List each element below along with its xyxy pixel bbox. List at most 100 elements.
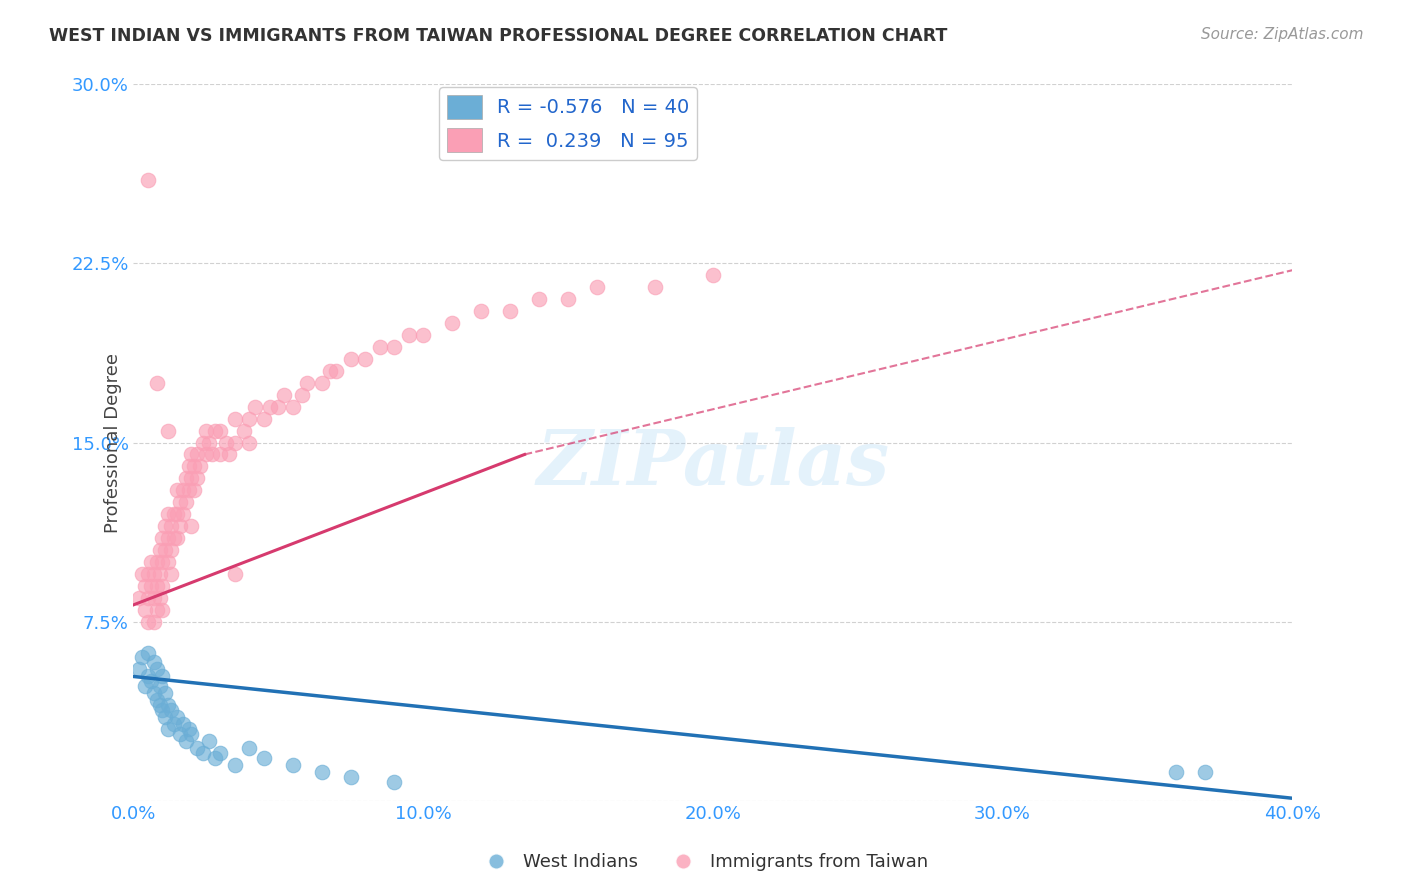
Point <box>281 400 304 414</box>
Point <box>499 304 522 318</box>
Point <box>204 750 226 764</box>
Point <box>253 411 276 425</box>
Point <box>412 328 434 343</box>
Point <box>172 483 194 498</box>
Point <box>172 717 194 731</box>
Point <box>169 727 191 741</box>
Point <box>152 602 174 616</box>
Point <box>142 591 165 605</box>
Point <box>238 741 260 756</box>
Point <box>174 471 197 485</box>
Point <box>145 376 167 390</box>
Point <box>152 555 174 569</box>
Point <box>644 280 666 294</box>
Point <box>209 447 232 461</box>
Point <box>136 669 159 683</box>
Point <box>145 602 167 616</box>
Text: ZIPatlas: ZIPatlas <box>536 427 890 501</box>
Point <box>136 646 159 660</box>
Point <box>186 471 208 485</box>
Point <box>194 447 217 461</box>
Point <box>145 662 167 676</box>
Point <box>166 507 188 521</box>
Point <box>259 400 281 414</box>
Point <box>131 650 153 665</box>
Point <box>139 555 162 569</box>
Point <box>169 495 191 509</box>
Legend: West Indians, Immigrants from Taiwan: West Indians, Immigrants from Taiwan <box>471 847 935 879</box>
Point <box>157 424 180 438</box>
Point <box>160 543 183 558</box>
Point <box>183 483 205 498</box>
Point <box>157 555 180 569</box>
Point <box>325 364 347 378</box>
Point <box>180 471 202 485</box>
Point <box>180 447 202 461</box>
Point <box>183 459 205 474</box>
Point <box>586 280 609 294</box>
Point <box>180 727 202 741</box>
Point <box>155 710 177 724</box>
Point <box>238 411 260 425</box>
Point <box>160 703 183 717</box>
Point <box>702 268 724 283</box>
Point <box>169 519 191 533</box>
Point <box>398 328 420 343</box>
Point <box>368 340 391 354</box>
Point <box>157 531 180 545</box>
Point <box>253 750 276 764</box>
Point <box>201 447 224 461</box>
Point <box>157 722 180 736</box>
Point <box>128 591 150 605</box>
Point <box>166 531 188 545</box>
Point <box>311 376 333 390</box>
Point <box>238 435 260 450</box>
Point <box>191 435 214 450</box>
Point <box>204 424 226 438</box>
Point <box>319 364 342 378</box>
Point <box>215 435 238 450</box>
Point <box>1166 764 1188 779</box>
Point <box>267 400 290 414</box>
Point <box>136 566 159 581</box>
Point <box>155 686 177 700</box>
Point <box>148 566 170 581</box>
Point <box>152 531 174 545</box>
Point <box>142 655 165 669</box>
Point <box>166 710 188 724</box>
Point <box>186 447 208 461</box>
Point <box>527 293 550 307</box>
Point <box>142 566 165 581</box>
Point <box>134 679 156 693</box>
Point <box>174 495 197 509</box>
Point <box>136 591 159 605</box>
Point <box>157 698 180 713</box>
Point <box>148 698 170 713</box>
Point <box>224 411 246 425</box>
Point <box>148 679 170 693</box>
Point <box>163 531 186 545</box>
Point <box>160 566 183 581</box>
Point <box>188 459 211 474</box>
Point <box>160 519 183 533</box>
Point <box>163 507 186 521</box>
Point <box>273 388 295 402</box>
Point <box>148 591 170 605</box>
Point <box>177 722 200 736</box>
Point <box>172 507 194 521</box>
Point <box>142 686 165 700</box>
Point <box>136 173 159 187</box>
Point <box>224 435 246 450</box>
Point <box>470 304 492 318</box>
Point <box>281 757 304 772</box>
Point <box>145 693 167 707</box>
Point <box>166 483 188 498</box>
Point <box>224 757 246 772</box>
Point <box>198 734 221 748</box>
Point <box>152 579 174 593</box>
Point <box>224 566 246 581</box>
Point <box>177 459 200 474</box>
Point <box>311 764 333 779</box>
Point <box>209 424 232 438</box>
Point <box>148 543 170 558</box>
